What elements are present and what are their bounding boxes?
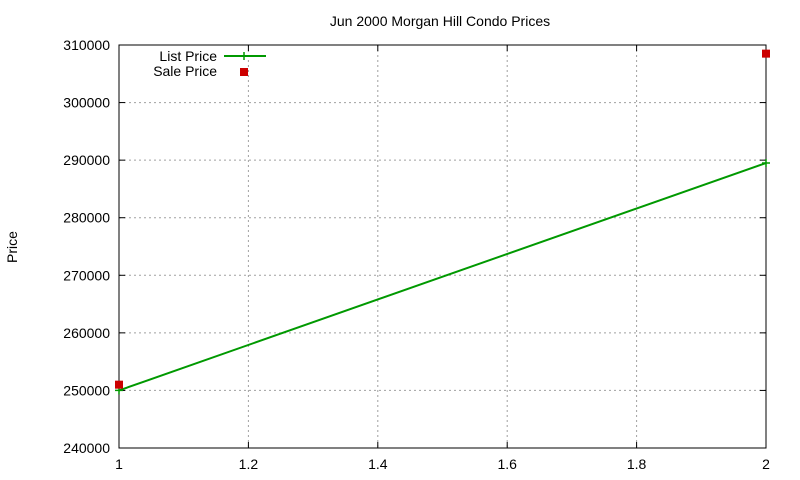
- y-tick-label: 300000: [63, 95, 110, 111]
- x-tick-label: 1.4: [368, 456, 388, 472]
- plot-frame: [118, 44, 767, 449]
- data-point-square: [115, 380, 123, 389]
- x-tick-label: 1: [115, 456, 123, 472]
- x-tick-label: 1.2: [239, 456, 259, 472]
- legend-square-swatch: [240, 68, 248, 76]
- data-point-square: [762, 49, 770, 58]
- legend-plus-swatch: [240, 52, 248, 60]
- x-tick-label: 1.8: [627, 456, 647, 472]
- series: [115, 49, 770, 395]
- y-tick-label: 260000: [63, 325, 110, 341]
- x-tick-label: 2: [762, 456, 770, 472]
- grid: [119, 45, 766, 448]
- legend-label: List Price: [159, 48, 217, 64]
- series-line: [118, 162, 767, 392]
- y-tick-label: 240000: [63, 440, 110, 456]
- x-tick-label: 1.6: [497, 456, 517, 472]
- data-point-plus: [762, 159, 770, 168]
- y-tick-label: 270000: [63, 267, 110, 283]
- y-tick-label: 290000: [63, 152, 110, 168]
- y-axis-label: Price: [4, 231, 20, 263]
- series-sale-price: [115, 49, 770, 389]
- series-list-price: [115, 159, 770, 395]
- y-tick-label: 310000: [63, 37, 110, 53]
- y-tick-label: 280000: [63, 210, 110, 226]
- legend-label: Sale Price: [153, 63, 217, 79]
- chart-title: Jun 2000 Morgan Hill Condo Prices: [330, 13, 550, 29]
- y-tick-label: 250000: [63, 382, 110, 398]
